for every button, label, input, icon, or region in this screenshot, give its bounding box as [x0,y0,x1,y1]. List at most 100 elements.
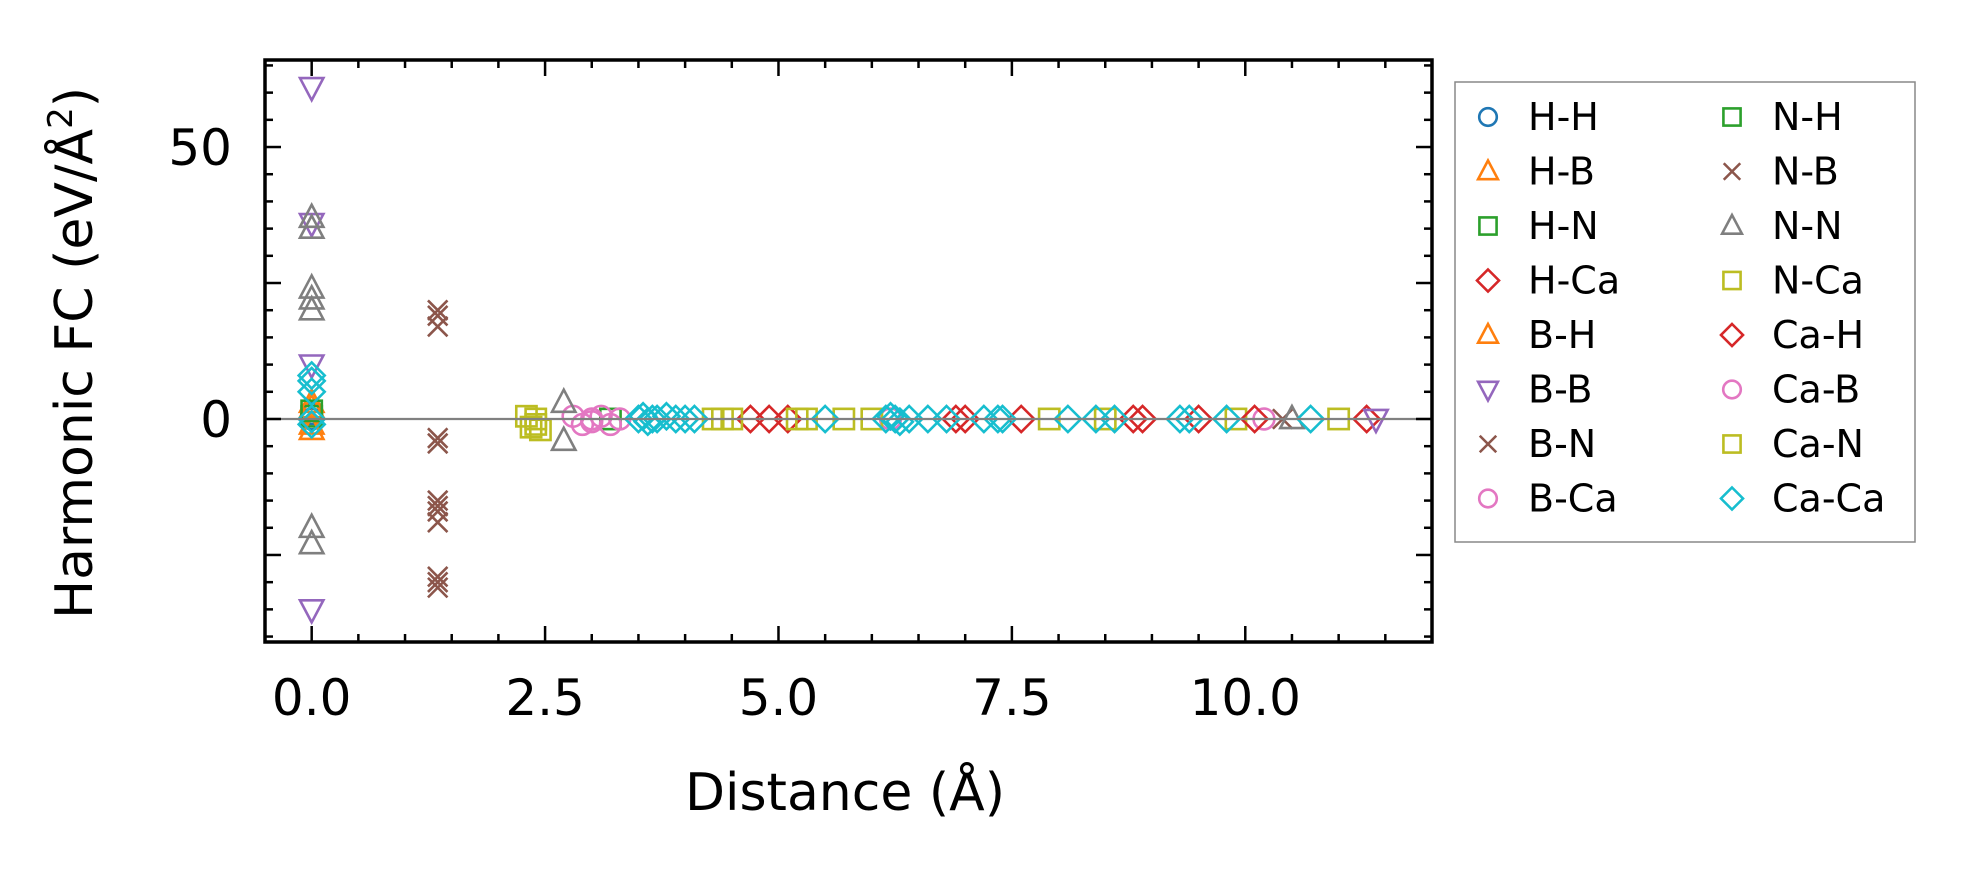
data-point [427,489,449,512]
data-point [632,406,663,437]
legend-label: N-H [1772,95,1843,139]
data-point [300,399,324,423]
legend-entries: H-H H-B H-N H-Ca B-H B-B B-N B-Ca N-H N-B N-N N-Ca C… [1475,95,1885,521]
legend-box [1454,81,1916,543]
data-point [1211,404,1242,434]
data-point [427,500,449,523]
data-point [1053,404,1083,434]
legend-marker [1722,162,1742,181]
plot-markers [296,76,1390,626]
y-axis-title-superscript: 2 [41,107,81,129]
legend-item: H-H [1477,95,1599,139]
legend-item: N-Ca [1722,259,1864,303]
data-point [651,401,682,432]
data-point [427,315,449,338]
data-point [875,401,906,432]
data-point [754,404,784,434]
legend-marker [1722,434,1742,454]
legend-item: N-B [1722,150,1839,194]
legend-label: Ca-N [1772,422,1864,466]
data-point [941,404,971,434]
x-tick-label: 2.5 [505,669,585,727]
series-n-h [300,399,324,423]
y-tick-label: 0 [200,391,232,449]
data-point [297,201,326,229]
data-point [670,404,700,434]
data-point [1295,404,1326,434]
data-point [296,404,327,434]
data-point [983,404,1013,434]
data-point [1351,404,1382,434]
legend-marker [1477,488,1499,509]
x-tick-label: 0.0 [272,669,352,727]
legend-marker [1478,216,1498,236]
data-point [297,511,326,539]
legend-label: N-N [1772,204,1843,248]
legend-item: H-N [1478,204,1599,248]
data-point [296,366,327,396]
x-tick-label: 7.5 [972,669,1052,727]
y-axis-title-main: Harmonic FC (eV/Å [43,128,105,619]
data-point [580,410,604,434]
legend-item: Ca-Ca [1719,477,1885,521]
data-point [637,404,668,434]
legend-marker [1475,157,1501,181]
legend-label: H-Ca [1528,259,1620,303]
legend: H-H H-B H-N H-Ca B-H B-B B-N B-Ca N-H N-B N-N N-Ca C… [1454,81,1916,543]
data-point [524,412,548,436]
series-n-n [297,201,1306,555]
data-point [297,598,326,626]
legend-marker [1475,321,1501,345]
data-point [549,424,578,452]
legend-label: H-B [1528,150,1595,194]
data-point [931,404,962,434]
data-point [987,404,1018,434]
legend-item: H-B [1475,150,1595,194]
series-ca-ca [296,360,1326,440]
legend-marker [1721,379,1743,400]
legend-item: N-H [1722,95,1843,139]
data-point [1362,408,1390,435]
data-point [427,427,449,449]
legend-item: B-H [1475,313,1596,357]
series-b-b [297,76,1390,626]
data-point [297,528,326,555]
legend-item: B-Ca [1477,477,1618,521]
legend-item: B-N [1478,422,1596,466]
legend-item: H-Ca [1475,259,1620,303]
legend-label: Ca-H [1772,313,1864,357]
legend-marker [1475,380,1501,404]
data-point [427,432,449,455]
x-tick-label: 10.0 [1190,669,1301,727]
data-point [296,409,327,440]
data-point [297,76,326,103]
legend-label: N-B [1772,150,1839,194]
data-point [427,304,449,327]
legend-marker [1477,106,1499,128]
axis-ticks [263,60,1434,642]
legend-item: Ca-B [1721,368,1860,412]
y-axis-title: Harmonic FC (eV/Å2) [41,87,105,619]
plot-frame [263,58,1434,644]
legend-label: B-B [1528,368,1593,412]
data-point [1127,404,1158,434]
data-point [427,566,449,588]
legend-item: Ca-N [1722,422,1864,466]
legend-marker [1478,434,1498,454]
legend-label: B-Ca [1528,477,1618,521]
data-point [297,294,326,321]
data-point [885,406,915,437]
legend-label: H-N [1528,204,1599,248]
tick-labels: 0.0 2.5 5.0 7.5 10.0 0 50 [168,119,1301,727]
legend-marker [1719,485,1745,512]
data-point [427,576,449,599]
data-point [1239,404,1270,434]
legend-label: Ca-B [1772,368,1860,412]
data-point [549,386,578,414]
y-tick-label: 50 [168,119,232,177]
legend-marker [1475,267,1501,294]
legend-label: B-H [1528,313,1596,357]
data-point [1174,404,1205,434]
legend-label: H-H [1528,95,1599,139]
